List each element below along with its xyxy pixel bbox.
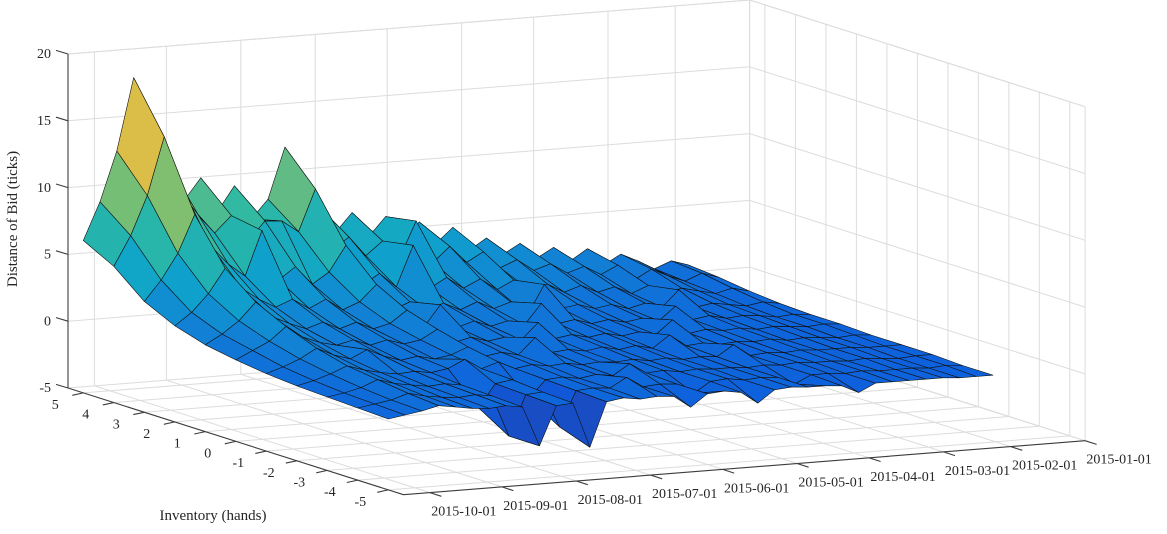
grid-line-inventory-floor <box>266 396 948 452</box>
surface-quad <box>83 201 131 267</box>
date-tick-label: 2015-08-01 <box>578 493 643 508</box>
date-tick-mark <box>722 468 735 474</box>
date-tick-label: 2015-03-01 <box>945 464 1010 479</box>
inventory-tick-mark <box>72 392 84 396</box>
inventory-tick-mark <box>163 421 175 425</box>
date-tick-label: 2015-05-01 <box>798 476 863 491</box>
grid-line-z-leftwall <box>67 133 750 189</box>
date-axis-line <box>403 440 1086 496</box>
inventory-tick-label: 5 <box>52 398 59 413</box>
inventory-tick-label: 4 <box>82 408 89 423</box>
date-tick-label: 2015-07-01 <box>652 487 717 502</box>
inventory-tick-mark <box>224 440 236 445</box>
z-tick-label: 10 <box>37 181 51 196</box>
date-tick-label: 2015-09-01 <box>503 499 568 514</box>
grid-line-inventory-floor <box>388 435 1070 491</box>
inventory-tick-mark <box>255 450 267 454</box>
inventory-tick-mark <box>316 469 328 474</box>
inventory-tick-label: 2 <box>143 427 150 442</box>
box-edge-top-left <box>67 0 750 55</box>
inventory-tick-label: -3 <box>293 475 305 490</box>
inventory-tick-label: 3 <box>113 417 120 432</box>
z-tick-label: 5 <box>44 248 51 263</box>
z-tick-mark <box>55 49 69 55</box>
date-tick-mark <box>868 457 881 463</box>
inventory-tick-mark <box>133 411 145 416</box>
z-tick-mark <box>55 383 69 389</box>
z-tick-label: 0 <box>44 314 51 329</box>
inventory-tick-label: 1 <box>174 437 181 452</box>
inventory-tick-mark <box>194 431 206 435</box>
axis-lines <box>55 49 1097 497</box>
z-tick-mark <box>55 317 69 322</box>
date-tick-label: 2015-01-01 <box>1086 453 1151 468</box>
grid-line-inventory-floor <box>327 416 1009 471</box>
z-axis-label: Distance of Bid (ticks) <box>5 151 21 287</box>
grid-line-inventory-floor <box>296 406 979 462</box>
date-tick-label: 2015-10-01 <box>431 505 496 520</box>
surface-mesh <box>83 77 994 448</box>
z-tick-label: 15 <box>37 114 51 129</box>
inventory-tick-label: -5 <box>354 495 366 510</box>
inventory-tick-label: 0 <box>204 446 211 461</box>
inventory-tick-mark <box>377 489 389 493</box>
date-tick-label: 2015-02-01 <box>1012 459 1077 474</box>
x-axis-label: Inventory (hands) <box>159 508 266 524</box>
date-tick-mark <box>429 492 442 497</box>
date-tick-mark <box>501 486 514 492</box>
date-tick-mark <box>576 480 588 486</box>
date-tick-label: 2015-06-01 <box>724 481 789 496</box>
date-tick-label: 2015-04-01 <box>870 470 935 485</box>
date-tick-mark <box>650 474 663 480</box>
inventory-tick-mark <box>346 479 358 484</box>
z-tick-mark <box>55 250 69 255</box>
grid-line-inventory-floor <box>357 425 1040 481</box>
date-tick-mark <box>796 462 809 468</box>
grid-line-z-leftwall <box>67 66 750 122</box>
surface-quad <box>357 403 406 420</box>
inventory-tick-label: -1 <box>232 456 244 471</box>
date-tick-mark <box>1084 440 1097 445</box>
inventory-tick-mark <box>285 460 297 464</box>
date-tick-mark <box>943 451 956 457</box>
z-tick-label: 20 <box>37 47 51 62</box>
inventory-tick-label: -2 <box>263 466 275 481</box>
box-edge-top-right <box>749 0 1086 108</box>
inventory-tick-mark <box>102 402 114 406</box>
date-tick-mark <box>1010 446 1023 451</box>
z-tick-mark <box>55 183 69 189</box>
inventory-tick-label: -4 <box>324 485 336 500</box>
z-tick-mark <box>55 116 69 122</box>
z-tick-label: -5 <box>39 381 51 396</box>
